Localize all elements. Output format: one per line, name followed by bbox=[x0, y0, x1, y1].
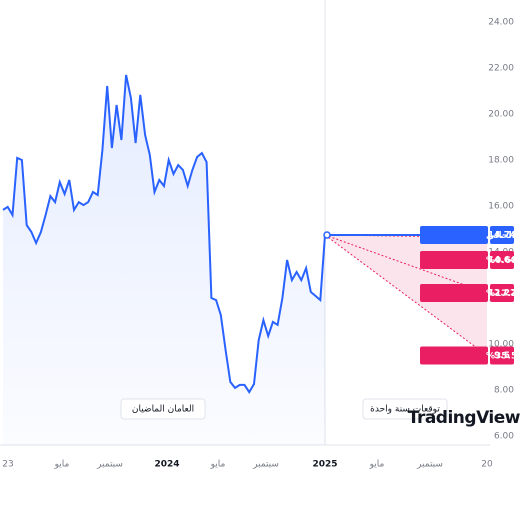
value-tag-label: 12.22 bbox=[488, 288, 516, 298]
tag-change: -0.68% bbox=[486, 255, 520, 265]
value-tag bbox=[490, 346, 514, 365]
y-tick-label: 20.00 bbox=[488, 110, 514, 120]
name-tag-label: أقصى -0.68% bbox=[486, 253, 520, 265]
value-tag bbox=[490, 283, 514, 302]
y-tick-label: 8.00 bbox=[494, 386, 514, 396]
tag-change: -17.14% bbox=[486, 288, 520, 298]
y-tick-label: 10.00 bbox=[488, 340, 514, 350]
history-line bbox=[2, 74, 326, 394]
value-tag-label: 14.64 bbox=[488, 255, 516, 265]
value-tag-label: 9.5 bbox=[494, 351, 510, 361]
tag-change: -35.55% bbox=[486, 351, 520, 361]
name-tag bbox=[420, 225, 488, 244]
legend-box bbox=[362, 398, 448, 420]
y-tick-label: 6.00 bbox=[494, 432, 514, 442]
legend-label: توقعات سنة واحدة bbox=[370, 405, 440, 415]
x-tick-label: مايو bbox=[210, 460, 226, 470]
x-tick-label: مايو bbox=[54, 460, 70, 470]
x-tick-label: 20 bbox=[481, 460, 493, 470]
legend-label: العامان الماضيان bbox=[132, 405, 194, 415]
x-tick-label: 2025 bbox=[312, 460, 337, 470]
x-tick-label: 2024 bbox=[154, 460, 179, 470]
value-tag bbox=[490, 250, 514, 269]
y-tick-label: 16.00 bbox=[488, 202, 514, 212]
name-tag bbox=[420, 250, 488, 269]
tag-name: السعر الحالي bbox=[486, 230, 520, 240]
y-tick-label: 18.00 bbox=[488, 156, 514, 166]
value-tag-label: 14.74 bbox=[488, 230, 516, 240]
x-tick-label: سبتمبر bbox=[416, 460, 443, 470]
x-tick-label: سبتمبر bbox=[96, 460, 123, 470]
value-tag bbox=[490, 225, 514, 244]
forecast-line bbox=[324, 234, 488, 238]
forecast-line bbox=[324, 234, 488, 356]
name-tag-label: أدنى -35.55% bbox=[486, 349, 520, 361]
legend-box bbox=[120, 398, 206, 420]
name-tag bbox=[420, 283, 488, 302]
current-dot bbox=[323, 231, 331, 239]
name-tag bbox=[420, 346, 488, 365]
name-tag-label: السعر الحالي bbox=[486, 230, 520, 240]
x-tick-label: 23 bbox=[2, 460, 13, 470]
history-area bbox=[3, 74, 325, 446]
y-tick-label: 24.00 bbox=[488, 18, 514, 28]
y-tick-label: 22.00 bbox=[488, 64, 514, 74]
x-tick-label: سبتمبر bbox=[252, 460, 279, 470]
name-tag-label: متوسط -17.14% bbox=[486, 288, 520, 298]
watermark: TradingView bbox=[408, 408, 520, 428]
x-tick-label: مايو bbox=[369, 460, 385, 470]
forecast-line bbox=[324, 234, 488, 294]
